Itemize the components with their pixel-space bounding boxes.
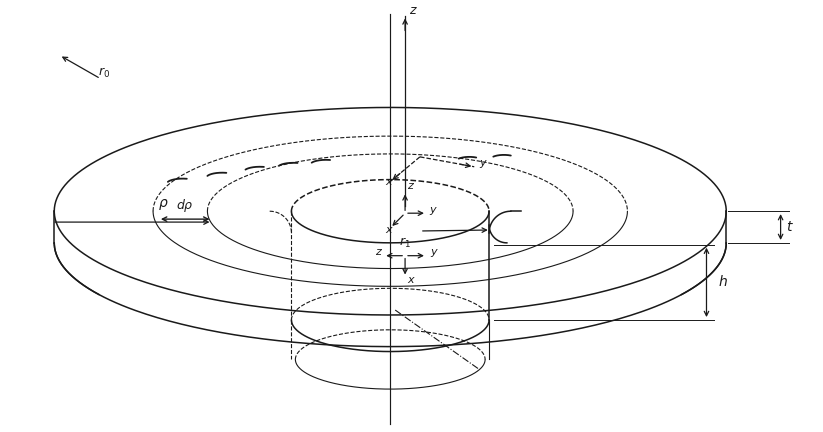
Text: y: y (430, 247, 436, 257)
Text: $r_1$: $r_1$ (399, 236, 411, 250)
Text: $d\rho$: $d\rho$ (176, 197, 194, 214)
Text: h: h (718, 275, 727, 289)
Text: x: x (385, 177, 392, 187)
Text: x: x (407, 275, 414, 286)
Text: z: z (375, 247, 381, 257)
Text: t: t (787, 220, 792, 234)
Text: y: y (479, 158, 486, 168)
Text: x: x (385, 225, 392, 235)
Text: z: z (407, 181, 413, 191)
Text: y: y (429, 205, 435, 215)
Text: $\rho$: $\rho$ (158, 197, 168, 212)
Text: z: z (409, 3, 416, 16)
Text: $r_0$: $r_0$ (98, 66, 109, 80)
